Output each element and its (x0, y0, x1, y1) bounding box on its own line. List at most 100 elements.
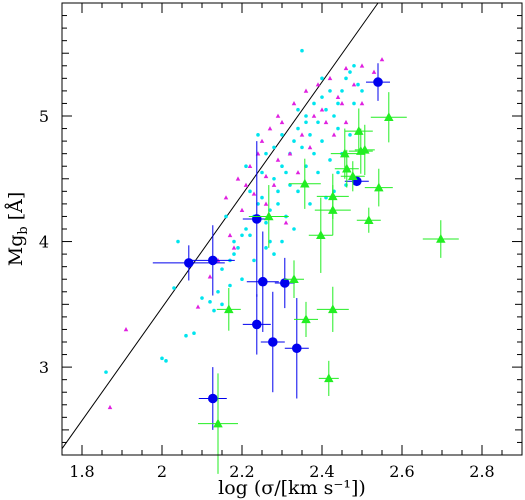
cyan-point (320, 76, 324, 81)
magenta-point (107, 404, 113, 410)
green-point (422, 220, 459, 258)
magenta-point (259, 138, 265, 143)
fit-line-layer (61, 2, 379, 450)
magenta-point (327, 75, 333, 81)
cyan-point (184, 333, 188, 338)
cyan-point (316, 170, 320, 175)
cyan-point (232, 239, 236, 244)
cyan-point (292, 227, 296, 231)
cyan-point (208, 300, 212, 304)
cyan-point (324, 107, 328, 112)
magenta-point (283, 220, 289, 225)
cyan-point (284, 170, 288, 175)
green-point (198, 373, 238, 474)
cyan-point (304, 120, 308, 125)
cyan-point (164, 359, 168, 363)
green-point (284, 260, 304, 299)
blue-marker (268, 337, 278, 347)
cyan-point (320, 95, 324, 99)
cyan-point (344, 76, 348, 81)
cyan-point (352, 101, 356, 106)
green-point (248, 185, 289, 248)
cyan-point (172, 286, 176, 290)
magenta-point (267, 126, 273, 131)
tick-labels: 1.8 2 2.2 2.4 2.6 2.8 3 4 5 (39, 107, 495, 481)
cyan-point (212, 308, 216, 313)
y-axis-label-main: Mg (5, 235, 27, 267)
blue-point (190, 225, 235, 296)
green-marker (384, 112, 394, 122)
magenta-point (247, 163, 253, 169)
y-axis-label: Mgb [Å] (5, 192, 31, 267)
magenta-point (323, 119, 329, 125)
cyan-point (272, 252, 276, 256)
cyan-point (332, 114, 336, 118)
magenta-point (275, 157, 281, 162)
cyan-point (312, 101, 316, 106)
cyan-point (308, 202, 312, 206)
data-layer (104, 48, 459, 474)
cyan-point (248, 189, 252, 194)
x-tick-label: 2.8 (469, 462, 494, 481)
blue-point (260, 291, 285, 393)
cyan-point (228, 283, 232, 288)
cyan-point (308, 133, 312, 137)
green-point (216, 288, 241, 331)
cyan-point (280, 133, 284, 137)
fit-line (61, 2, 379, 450)
cyan-point (328, 89, 332, 93)
blue-point (344, 176, 369, 187)
cyan-point (280, 239, 284, 244)
cyan-point (316, 120, 320, 125)
green-point (318, 360, 339, 396)
cyan-point (296, 107, 300, 112)
y-axis-label-subscript: b (16, 226, 31, 234)
green-marker (328, 205, 338, 214)
cyan-point (348, 70, 352, 74)
y-axis-label-unit: [Å] (5, 192, 27, 221)
y-tick-label: 3 (39, 358, 49, 377)
cyan-point (192, 331, 196, 336)
blue-marker (373, 77, 383, 87)
blue-marker (258, 276, 268, 287)
y-tick-label: 5 (39, 107, 49, 126)
magenta-point (295, 170, 301, 175)
magenta-point (371, 69, 377, 74)
cyan-point (236, 246, 240, 250)
green-marker (354, 126, 364, 135)
magenta-point (263, 201, 269, 206)
cyan-point (300, 48, 304, 53)
magenta-point (287, 151, 293, 156)
blue-point (284, 298, 309, 399)
cyan-point (328, 158, 332, 162)
cyan-point (160, 356, 164, 361)
green-marker (374, 182, 384, 192)
green-marker (324, 373, 334, 383)
magenta-point (307, 144, 313, 150)
x-tick-label: 2.2 (229, 462, 254, 481)
cyan-point (264, 151, 268, 156)
magenta-point (359, 101, 365, 106)
magenta-point (279, 119, 285, 125)
magenta-point (123, 327, 129, 332)
x-axis-label: log (σ/[km s⁻¹]) (218, 477, 366, 499)
cyan-point (264, 246, 268, 250)
cyan-point (260, 170, 264, 175)
blue-point (274, 257, 295, 309)
cyan-point (296, 126, 300, 131)
magenta-point (291, 101, 297, 106)
y-tick-label: 4 (39, 233, 49, 252)
cyan-point (200, 296, 204, 300)
cyan-point (240, 277, 244, 282)
magenta-point (351, 82, 357, 87)
green-marker (289, 274, 299, 283)
cyan-point (296, 189, 300, 194)
cyan-point (276, 202, 280, 206)
green-marker (213, 418, 223, 428)
blue-marker (292, 343, 302, 354)
magenta-point (315, 82, 321, 87)
cyan-point (244, 227, 248, 231)
x-tick-label: 2.4 (309, 462, 334, 481)
plot-frame (61, 2, 523, 456)
cyan-point (312, 151, 316, 156)
